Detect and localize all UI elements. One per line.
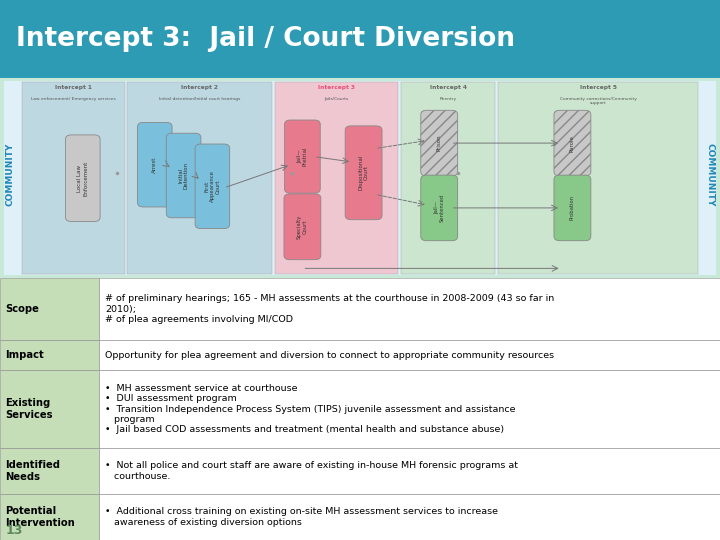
Text: Reentry: Reentry [440,97,456,100]
Text: Dispositional
Court: Dispositional Court [359,155,369,191]
FancyBboxPatch shape [420,110,458,176]
Text: Intercept 1: Intercept 1 [55,85,91,90]
FancyBboxPatch shape [0,0,720,78]
Text: Intercept 3: Intercept 3 [318,85,355,90]
FancyBboxPatch shape [0,278,99,340]
Text: Intercept 3:  Jail / Court Diversion: Intercept 3: Jail / Court Diversion [16,26,515,52]
FancyBboxPatch shape [275,82,398,274]
FancyBboxPatch shape [0,370,99,448]
FancyBboxPatch shape [99,278,720,340]
Text: Parole: Parole [570,134,575,152]
Text: •  MH assessment service at courthouse
•  DUI assessment program
•  Transition I: • MH assessment service at courthouse • … [105,384,516,434]
Text: Jail—
Pretrial: Jail— Pretrial [297,147,307,166]
FancyBboxPatch shape [22,82,125,274]
FancyBboxPatch shape [0,448,99,494]
FancyBboxPatch shape [554,110,591,176]
FancyBboxPatch shape [4,81,716,275]
Text: Opportunity for plea agreement and diversion to connect to appropriate community: Opportunity for plea agreement and diver… [105,350,554,360]
FancyBboxPatch shape [0,494,99,540]
FancyBboxPatch shape [345,126,382,220]
FancyBboxPatch shape [99,370,720,448]
Text: Arrest: Arrest [153,157,157,173]
Text: •  Not all police and court staff are aware of existing in-house MH forensic pro: • Not all police and court staff are awa… [105,462,518,481]
FancyBboxPatch shape [0,78,720,278]
FancyBboxPatch shape [99,494,720,540]
Text: Jails/Courts: Jails/Courts [325,97,348,100]
FancyBboxPatch shape [498,82,698,274]
Text: •  Additional cross training on existing on-site MH assessment services to incre: • Additional cross training on existing … [105,508,498,526]
FancyBboxPatch shape [66,135,100,221]
Text: Local Law
Enforcement: Local Law Enforcement [78,160,89,196]
FancyBboxPatch shape [99,448,720,494]
Text: Scope: Scope [5,304,39,314]
Text: COMMUNITY: COMMUNITY [6,143,14,206]
Text: Intercept 4: Intercept 4 [430,85,467,90]
Text: Specialty
Court: Specialty Court [297,214,307,239]
Text: Existing
Services: Existing Services [5,399,53,420]
Text: 13: 13 [6,524,23,537]
Text: Law enforcement/ Emergency services: Law enforcement/ Emergency services [31,97,115,100]
Text: # of preliminary hearings; 165 - MH assessments at the courthouse in 2008-2009 (: # of preliminary hearings; 165 - MH asse… [105,294,554,324]
Text: Community corrections/Community
support: Community corrections/Community support [560,97,636,105]
Text: Jail—
Sentenced: Jail— Sentenced [433,194,444,222]
FancyBboxPatch shape [284,194,321,260]
Text: Initial detention/Initial court hearings: Initial detention/Initial court hearings [159,97,240,100]
FancyBboxPatch shape [138,123,172,207]
Text: Impact: Impact [5,350,44,360]
Text: Intercept 5: Intercept 5 [580,85,617,90]
FancyBboxPatch shape [166,133,201,218]
Text: First
Appearance
Court: First Appearance Court [204,170,221,202]
FancyBboxPatch shape [554,175,591,241]
Text: Initial
Detention: Initial Detention [179,162,189,189]
Text: COMMUNITY: COMMUNITY [706,143,714,206]
FancyBboxPatch shape [195,144,230,228]
FancyBboxPatch shape [127,82,272,274]
Text: Probation: Probation [570,195,575,220]
Text: Prison: Prison [437,135,441,151]
FancyBboxPatch shape [99,340,720,370]
Text: Identified
Needs: Identified Needs [5,460,60,482]
Text: Intercept 2: Intercept 2 [181,85,218,90]
FancyBboxPatch shape [401,82,495,274]
FancyBboxPatch shape [284,120,320,193]
Text: Potential
Intervention: Potential Intervention [5,507,75,528]
FancyBboxPatch shape [420,175,458,241]
FancyBboxPatch shape [0,340,99,370]
